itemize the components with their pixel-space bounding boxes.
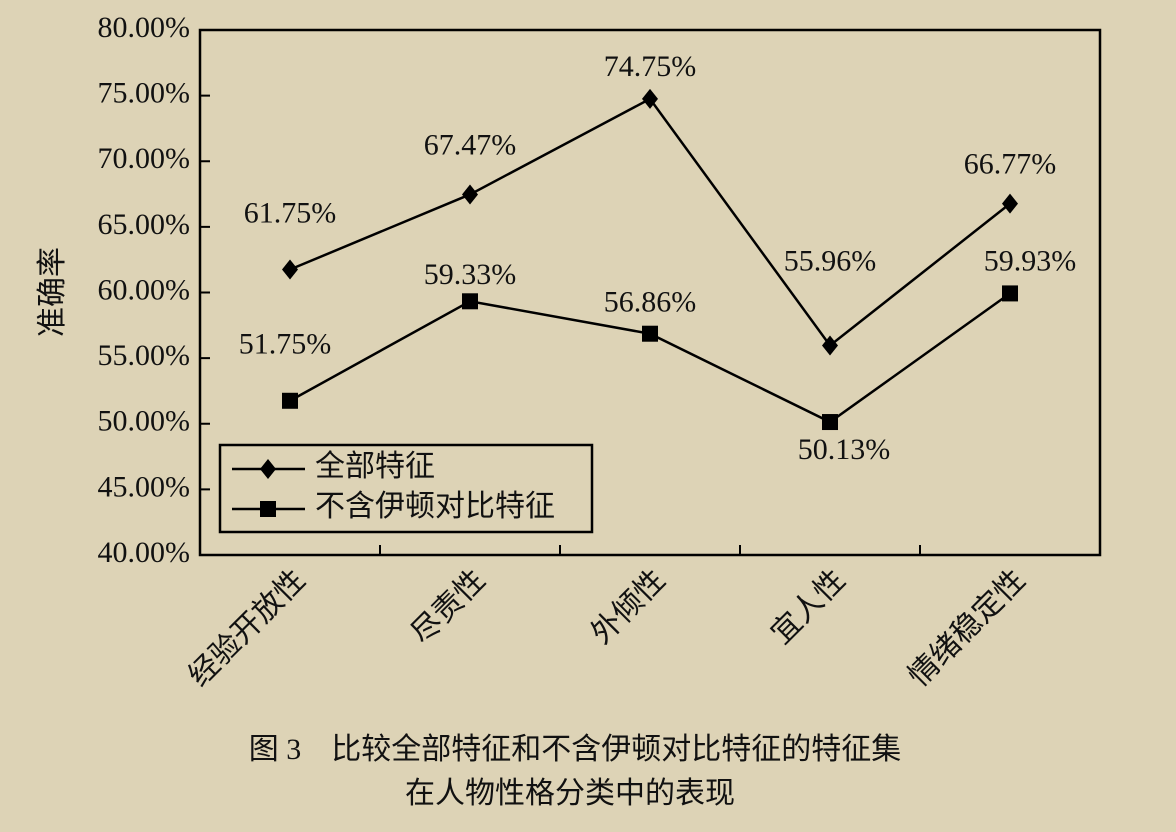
marker bbox=[462, 184, 478, 205]
data-label: 59.33% bbox=[424, 258, 517, 291]
y-axis-label: 准确率 bbox=[36, 247, 69, 337]
y-tick-label: 75.00% bbox=[98, 77, 191, 110]
marker bbox=[1002, 193, 1018, 214]
y-tick-label: 40.00% bbox=[98, 536, 191, 569]
marker bbox=[282, 259, 298, 280]
marker bbox=[1002, 285, 1018, 302]
y-tick-label: 80.00% bbox=[98, 11, 191, 44]
data-label: 61.75% bbox=[244, 196, 337, 229]
y-tick-label: 50.00% bbox=[98, 405, 191, 438]
y-tick-label: 45.00% bbox=[98, 470, 191, 503]
marker bbox=[822, 414, 838, 431]
legend-label: 不含伊顿对比特征 bbox=[315, 490, 555, 523]
data-label: 67.47% bbox=[424, 128, 517, 161]
legend-label: 全部特征 bbox=[315, 450, 435, 483]
legend-box bbox=[218, 443, 594, 534]
caption-line: 在人物性格分类中的表现 bbox=[405, 777, 735, 810]
y-tick-label: 55.00% bbox=[98, 339, 191, 372]
data-label: 51.75% bbox=[239, 328, 332, 361]
y-tick-label: 60.00% bbox=[98, 273, 191, 306]
marker bbox=[642, 88, 658, 109]
marker bbox=[260, 459, 276, 479]
marker bbox=[642, 325, 658, 342]
caption-line: 图 3 比较全部特征和不含伊顿对比特征的特征集 bbox=[249, 733, 902, 766]
marker bbox=[282, 392, 298, 409]
marker bbox=[822, 335, 838, 356]
marker bbox=[260, 501, 276, 517]
data-label: 74.75% bbox=[604, 50, 697, 83]
y-tick-label: 70.00% bbox=[98, 142, 191, 175]
y-tick-label: 65.00% bbox=[98, 208, 191, 241]
marker bbox=[462, 293, 478, 310]
data-label: 59.93% bbox=[984, 244, 1077, 277]
data-label: 66.77% bbox=[964, 148, 1057, 181]
data-label: 55.96% bbox=[784, 244, 877, 277]
data-label: 56.86% bbox=[604, 286, 697, 319]
data-label: 50.13% bbox=[798, 433, 891, 466]
